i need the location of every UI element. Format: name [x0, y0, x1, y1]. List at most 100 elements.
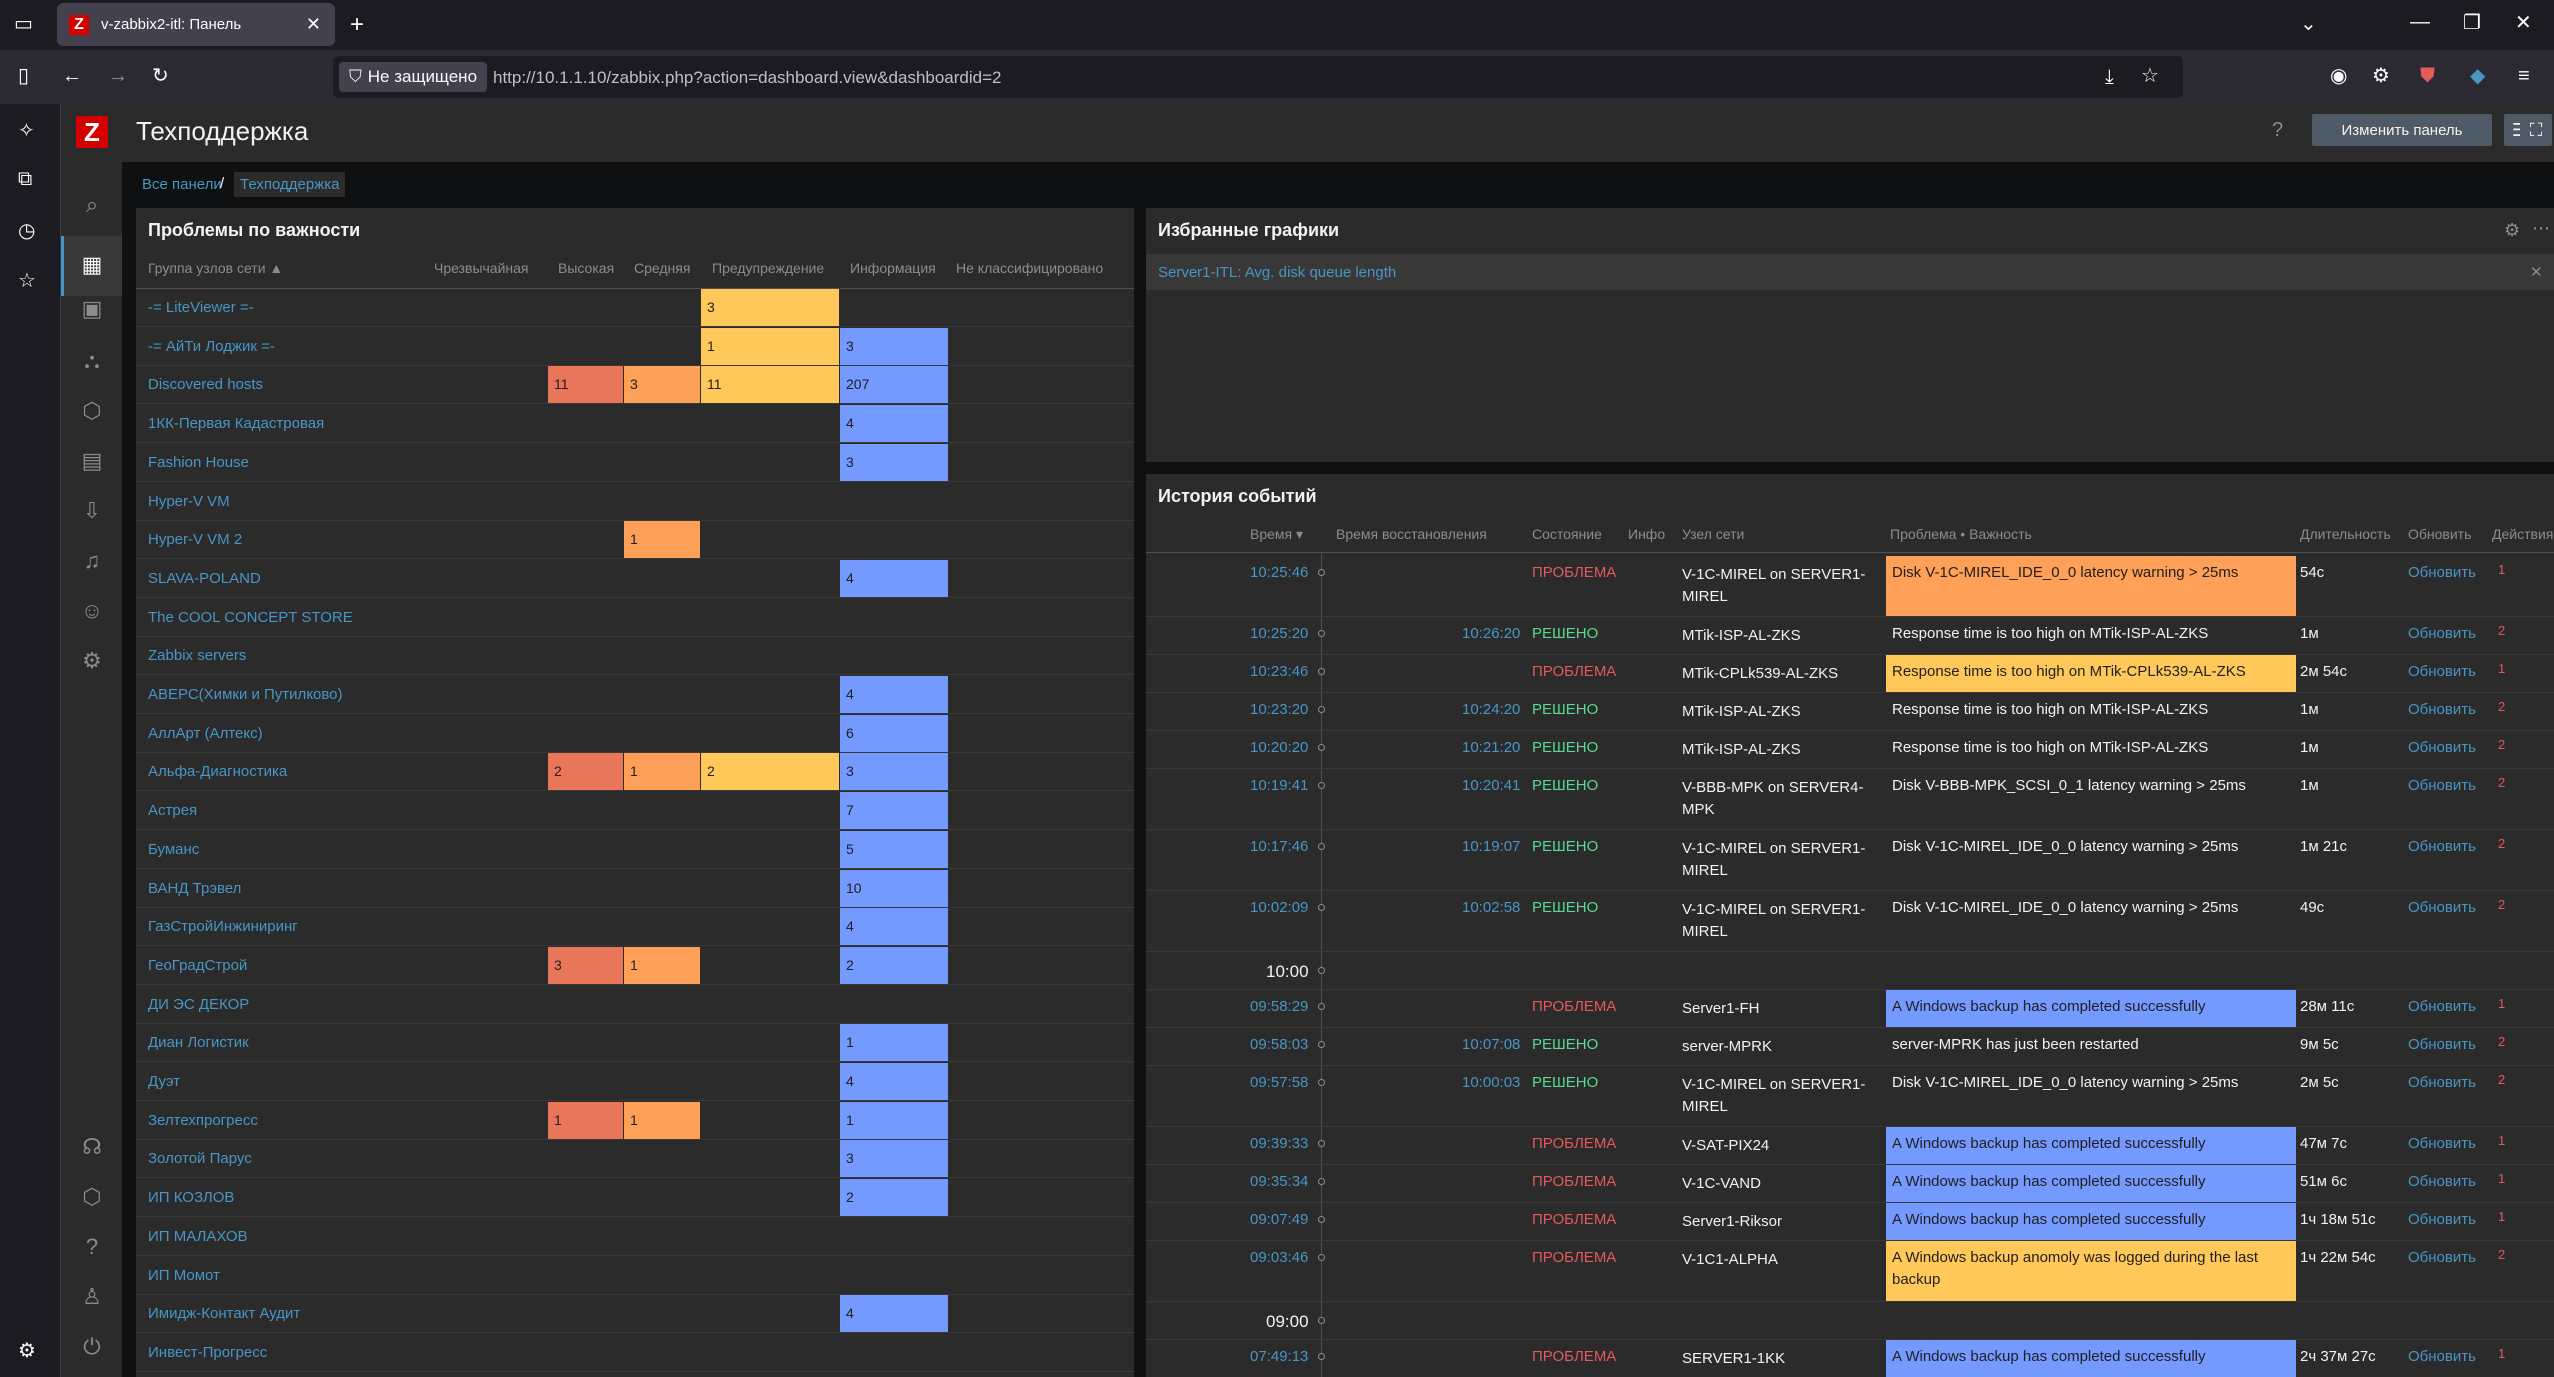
host-group-link[interactable]: Золотой Парус: [148, 1150, 252, 1168]
event-time-link[interactable]: 09:07:49: [1250, 1211, 1309, 1228]
problem-name[interactable]: Disk V-1C-MIREL_IDE_0_0 latency warning …: [1892, 1074, 2239, 1091]
event-time-link[interactable]: 10:25:20: [1250, 625, 1309, 642]
ai-chat-icon[interactable]: ✧: [18, 120, 35, 142]
restore-icon[interactable]: ❐: [2463, 12, 2481, 34]
integrations-icon[interactable]: ⬡: [82, 1184, 102, 1209]
event-time-link[interactable]: 09:58:29: [1250, 998, 1309, 1015]
bookmarks-icon[interactable]: ☆: [18, 270, 36, 292]
breadcrumb-current[interactable]: Техподдержка: [234, 172, 346, 197]
severity-count-average[interactable]: 3: [624, 366, 700, 404]
severity-count-warning[interactable]: 2: [701, 753, 839, 791]
problem-name[interactable]: Response time is too high on MTik-ISP-AL…: [1892, 701, 2209, 718]
remove-graph-icon[interactable]: ✕: [2530, 264, 2543, 281]
problem-name[interactable]: Disk V-1C-MIREL_IDE_0_0 latency warning …: [1886, 556, 2296, 616]
event-time-link[interactable]: 10:20:20: [1250, 739, 1309, 756]
severity-count-average[interactable]: 1: [624, 946, 700, 984]
update-link[interactable]: Обновить: [2408, 1249, 2476, 1266]
help-icon[interactable]: ?: [85, 1234, 99, 1259]
monitoring-icon[interactable]: ▣: [81, 296, 103, 321]
host-group-link[interactable]: ГазСтройИнжиниринг: [148, 918, 298, 936]
back-icon[interactable]: ←: [62, 65, 82, 87]
search-icon[interactable]: ⌕: [85, 192, 99, 217]
problem-name[interactable]: A Windows backup anomoly was logged duri…: [1886, 1241, 2296, 1301]
actions-indicator-icon[interactable]: 1: [2498, 1209, 2506, 1224]
severity-count-average[interactable]: 1: [624, 521, 700, 559]
host-name[interactable]: server-MPRK: [1682, 1038, 1773, 1055]
forward-icon[interactable]: →: [108, 65, 128, 87]
actions-indicator-icon[interactable]: 2: [2498, 1072, 2506, 1087]
actions-indicator-icon[interactable]: 1: [2498, 1346, 2506, 1361]
problem-name[interactable]: A Windows backup has completed successfu…: [1886, 1340, 2296, 1377]
host-group-link[interactable]: Зелтехпрогресс: [148, 1111, 258, 1129]
app-menu-icon[interactable]: ≡: [2518, 65, 2530, 87]
host-group-link[interactable]: ИП МАЛАХОВ: [148, 1227, 248, 1245]
host-name[interactable]: V-1C-MIREL on SERVER1-MIREL: [1682, 840, 1866, 879]
host-name[interactable]: MTik-ISP-AL-ZKS: [1682, 627, 1801, 644]
host-name[interactable]: MTik-ISP-AL-ZKS: [1682, 703, 1801, 720]
url-bar[interactable]: ⛉ Не защищено http://10.1.1.10/zabbix.ph…: [333, 56, 2183, 98]
severity-count-average[interactable]: 1: [624, 753, 700, 791]
inventory-icon[interactable]: ⬡: [82, 398, 102, 423]
actions-indicator-icon[interactable]: 2: [2498, 897, 2506, 912]
recovery-time-link[interactable]: 10:02:58: [1462, 899, 1521, 916]
update-link[interactable]: Обновить: [2408, 1211, 2476, 1228]
update-link[interactable]: Обновить: [2408, 1036, 2476, 1053]
update-link[interactable]: Обновить: [2408, 777, 2476, 794]
new-tab-icon[interactable]: +: [350, 11, 365, 38]
alerts-bell-icon[interactable]: ♫: [83, 548, 101, 573]
tab-overflow-icon[interactable]: ⌄: [2300, 13, 2317, 35]
host-name[interactable]: V-1C-MIREL on SERVER1-MIREL: [1682, 1076, 1866, 1115]
update-link[interactable]: Обновить: [2408, 701, 2476, 718]
reload-icon[interactable]: ↻: [152, 65, 169, 87]
severity-count-info[interactable]: 4: [840, 559, 948, 597]
severity-count-info[interactable]: 1: [840, 1024, 948, 1062]
severity-count-info[interactable]: 6: [840, 714, 948, 752]
data-collection-icon[interactable]: ⇩: [82, 498, 102, 523]
host-group-link[interactable]: Имидж-Контакт Аудит: [148, 1305, 301, 1323]
host-name[interactable]: MTik-ISP-AL-ZKS: [1682, 741, 1801, 758]
services-icon[interactable]: ⛬: [84, 348, 100, 373]
history-icon[interactable]: ◷: [18, 220, 36, 242]
host-name[interactable]: Server1-Riksor: [1682, 1213, 1783, 1230]
edit-dashboard-button[interactable]: Изменить панель: [2312, 114, 2492, 146]
event-time-link[interactable]: 09:03:46: [1250, 1249, 1309, 1266]
administration-gear-icon[interactable]: ⚙: [82, 648, 102, 673]
host-group-link[interactable]: ДИ ЭС ДЕКОР: [148, 995, 250, 1013]
severity-count-info[interactable]: 2: [840, 946, 948, 984]
event-time-link[interactable]: 10:02:09: [1250, 899, 1309, 916]
event-time-link[interactable]: 09:35:34: [1250, 1173, 1309, 1190]
ublock-icon[interactable]: ⛊: [2420, 65, 2435, 87]
update-link[interactable]: Обновить: [2408, 1173, 2476, 1190]
event-time-link[interactable]: 10:17:46: [1250, 838, 1309, 855]
profile-icon[interactable]: ◆: [2470, 65, 2486, 87]
host-group-link[interactable]: АВЕРС(Химки и Путилково): [148, 686, 343, 703]
actions-indicator-icon[interactable]: 1: [2498, 1171, 2506, 1186]
severity-count-info[interactable]: 4: [840, 676, 948, 713]
host-name[interactable]: Server1-FH: [1682, 1000, 1760, 1017]
column-header-group[interactable]: Группа узлов сети ▲: [148, 260, 284, 276]
sidebar-toggle-icon[interactable]: ▯: [18, 65, 30, 87]
severity-count-warning[interactable]: 11: [701, 366, 839, 404]
save-page-icon[interactable]: ⤓: [2105, 66, 2114, 88]
host-group-link[interactable]: Hyper-V VM: [148, 492, 230, 510]
actions-indicator-icon[interactable]: 2: [2498, 623, 2506, 638]
host-group-link[interactable]: Zabbix servers: [148, 647, 247, 665]
user-settings-icon[interactable]: ♙: [82, 1284, 102, 1309]
bookmark-star-icon[interactable]: ☆: [2141, 65, 2159, 87]
tab-list-icon[interactable]: ▭: [14, 13, 33, 35]
severity-count-warning[interactable]: 3: [701, 289, 839, 326]
host-group-link[interactable]: АллАрт (Алтекс): [148, 724, 263, 742]
actions-indicator-icon[interactable]: 2: [2498, 836, 2506, 851]
host-name[interactable]: SERVER1-1KK: [1682, 1350, 1786, 1367]
event-time-link[interactable]: 09:58:03: [1250, 1036, 1309, 1053]
help-icon[interactable]: ?: [2272, 119, 2284, 141]
recovery-time-link[interactable]: 10:24:20: [1462, 701, 1521, 718]
actions-indicator-icon[interactable]: 1: [2498, 562, 2506, 577]
severity-count-info[interactable]: 2: [840, 1179, 948, 1217]
host-name[interactable]: V-SAT-PIX24: [1682, 1137, 1770, 1154]
event-time-link[interactable]: 10:23:46: [1250, 663, 1309, 680]
event-time-link[interactable]: 09:39:33: [1250, 1135, 1309, 1152]
severity-count-info[interactable]: 3: [840, 1140, 948, 1178]
extension-icon[interactable]: ◉: [2330, 65, 2348, 87]
update-link[interactable]: Обновить: [2408, 1074, 2476, 1091]
